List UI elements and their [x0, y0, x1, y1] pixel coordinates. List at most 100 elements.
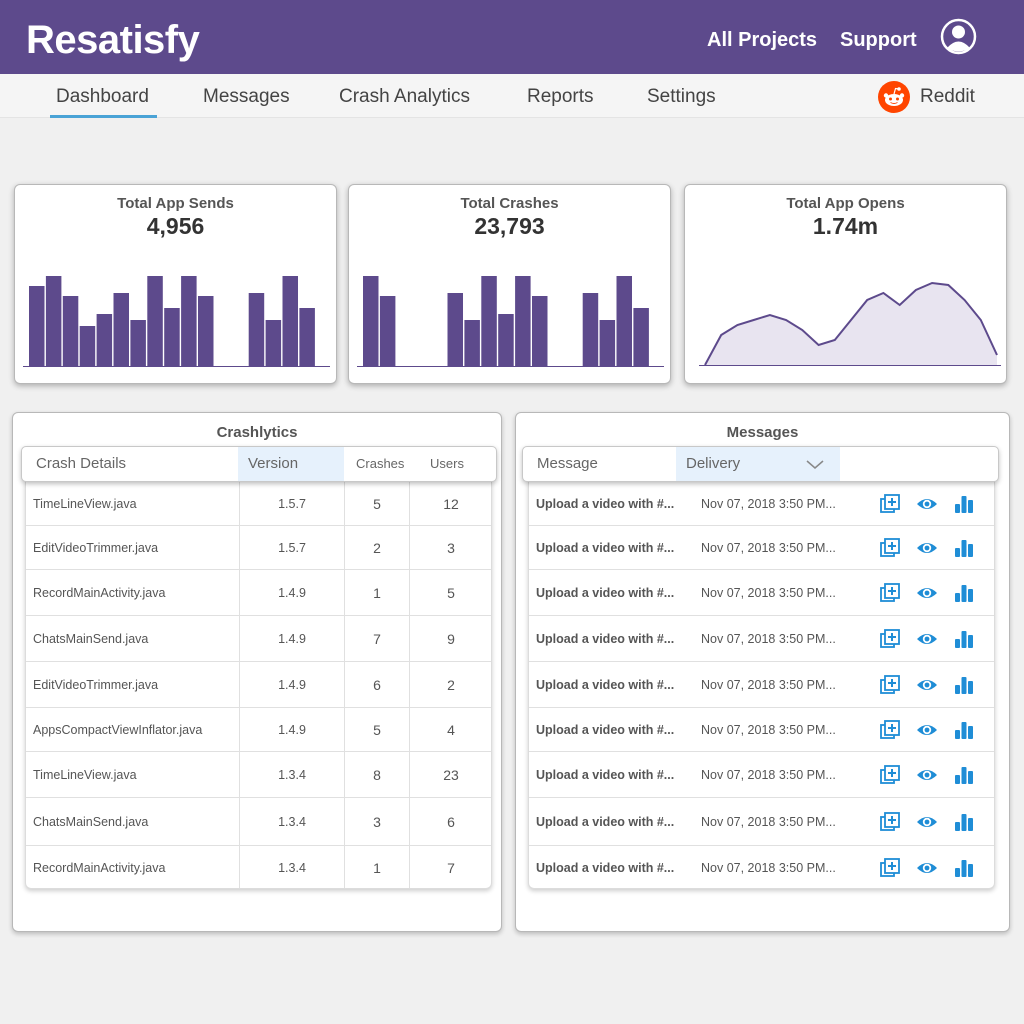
crash-file-name: RecordMainActivity.java — [33, 861, 166, 875]
all-projects-link[interactable]: All Projects — [707, 29, 818, 51]
eye-icon[interactable] — [916, 811, 938, 833]
bar-chart-icon[interactable] — [953, 537, 975, 559]
version-value: 1.4.9 — [278, 722, 306, 737]
table-row[interactable]: ChatsMainSend.java 1.4.9 7 9 — [26, 616, 491, 662]
bar-chart-icon[interactable] — [953, 764, 975, 786]
reddit-icon[interactable] — [878, 81, 910, 113]
table-row[interactable]: EditVideoTrimmer.java 1.5.7 2 3 — [26, 526, 491, 570]
table-row[interactable]: EditVideoTrimmer.java 1.4.9 6 2 — [26, 662, 491, 708]
messages-table-header: Message Delivery — [522, 446, 999, 482]
card-value: 1.74m — [812, 213, 879, 239]
bar — [62, 296, 79, 366]
bar — [282, 276, 298, 366]
eye-icon[interactable] — [916, 628, 938, 650]
delivery-date: Nov 07, 2018 3:50 PM... — [701, 496, 836, 511]
eye-icon[interactable] — [916, 493, 938, 515]
table-row[interactable]: RecordMainActivity.java 1.4.9 1 5 — [26, 570, 491, 616]
table-row[interactable]: Upload a video with #... Nov 07, 2018 3:5… — [529, 752, 994, 798]
bar-chart-icon[interactable] — [953, 857, 975, 879]
users-count: 23 — [443, 766, 459, 783]
table-row[interactable]: Upload a video with #... Nov 07, 2018 3:5… — [529, 798, 994, 846]
message-preview: Upload a video with #... — [536, 767, 675, 782]
version-value: 1.3.4 — [278, 767, 306, 782]
crashes-chart — [357, 276, 664, 367]
crash-file-name: AppsCompactViewInflator.java — [33, 722, 203, 737]
bar — [633, 308, 649, 366]
bar-chart-icon[interactable] — [953, 674, 975, 696]
table-row[interactable]: RecordMainActivity.java 1.3.4 1 7 — [26, 846, 491, 888]
crashes-count: 7 — [373, 630, 381, 647]
reddit-label[interactable]: Reddit — [920, 86, 975, 107]
crashes-count: 5 — [373, 721, 381, 738]
eye-icon[interactable] — [916, 537, 938, 559]
eye-icon[interactable] — [916, 857, 938, 879]
support-link[interactable]: Support — [840, 29, 917, 51]
table-row[interactable]: Upload a video with #... Nov 07, 2018 3:5… — [529, 662, 994, 708]
bar — [79, 326, 96, 366]
table-row[interactable]: TimeLineView.java 1.3.4 8 23 — [26, 752, 491, 798]
add-copy-icon[interactable] — [879, 537, 901, 559]
brand-logo[interactable]: Resatisfy — [26, 18, 200, 62]
column-crash-details[interactable]: Crash Details — [36, 455, 127, 472]
bar — [299, 308, 315, 366]
add-copy-icon[interactable] — [879, 719, 901, 741]
crash-file-name: TimeLineView.java — [33, 496, 137, 511]
card-title: Total Crashes — [460, 195, 559, 212]
bar-chart-icon[interactable] — [953, 582, 975, 604]
crashes-count: 6 — [373, 676, 381, 693]
version-value: 1.4.9 — [278, 585, 306, 600]
crashlytics-table-body: TimeLineView.java 1.5.7 5 12 EditVideoTrimme… — [25, 481, 492, 889]
add-copy-icon[interactable] — [879, 857, 901, 879]
bar — [29, 286, 45, 366]
add-copy-icon[interactable] — [879, 764, 901, 786]
tab-crash-analytics[interactable]: Crash Analytics — [339, 86, 470, 107]
bar-chart-icon[interactable] — [953, 493, 975, 515]
tab-settings[interactable]: Settings — [647, 86, 716, 107]
users-count: 2 — [447, 676, 455, 693]
bar-chart-icon[interactable] — [953, 811, 975, 833]
add-copy-icon[interactable] — [879, 674, 901, 696]
eye-icon[interactable] — [916, 764, 938, 786]
bar — [363, 276, 379, 366]
column-crashes[interactable]: Crashes — [356, 456, 405, 471]
table-row[interactable]: ChatsMainSend.java 1.3.4 3 6 — [26, 798, 491, 846]
tab-dashboard[interactable]: Dashboard — [56, 86, 149, 107]
column-message[interactable]: Message — [537, 455, 598, 472]
table-row[interactable]: Upload a video with #... Nov 07, 2018 3:5… — [529, 482, 994, 526]
table-row[interactable]: Upload a video with #... Nov 07, 2018 3:5… — [529, 616, 994, 662]
chevron-down-icon — [806, 460, 824, 469]
user-avatar-icon[interactable] — [940, 18, 977, 55]
version-value: 1.4.9 — [278, 677, 306, 692]
version-value: 1.3.4 — [278, 861, 306, 875]
version-value: 1.5.7 — [278, 496, 306, 511]
bar — [464, 320, 480, 366]
tab-reports[interactable]: Reports — [527, 86, 594, 107]
column-version[interactable]: Version — [238, 447, 344, 481]
crash-file-name: EditVideoTrimmer.java — [33, 540, 159, 555]
add-copy-icon[interactable] — [879, 582, 901, 604]
eye-icon[interactable] — [916, 582, 938, 604]
column-delivery[interactable]: Delivery — [676, 447, 840, 481]
tab-messages[interactable]: Messages — [203, 86, 290, 107]
bar — [265, 320, 282, 366]
total-app-sends-card: Total App Sends 4,956 — [14, 184, 337, 384]
bar-chart-icon[interactable] — [953, 719, 975, 741]
add-copy-icon[interactable] — [879, 628, 901, 650]
column-users[interactable]: Users — [430, 456, 464, 471]
table-row[interactable]: AppsCompactViewInflator.java 1.4.9 5 4 — [26, 708, 491, 752]
add-copy-icon[interactable] — [879, 493, 901, 515]
bar — [498, 314, 514, 366]
table-row[interactable]: TimeLineView.java 1.5.7 5 12 — [26, 482, 491, 526]
table-row[interactable]: Upload a video with #... Nov 07, 2018 3:5… — [529, 846, 994, 888]
table-row[interactable]: Upload a video with #... Nov 07, 2018 3:5… — [529, 526, 994, 570]
table-row[interactable]: Upload a video with #... Nov 07, 2018 3:5… — [529, 708, 994, 752]
eye-icon[interactable] — [916, 674, 938, 696]
table-row[interactable]: Upload a video with #... Nov 07, 2018 3:5… — [529, 570, 994, 616]
card-title: Total App Sends — [117, 195, 234, 212]
bar-chart-icon[interactable] — [953, 628, 975, 650]
bar — [515, 276, 531, 366]
bar — [599, 320, 616, 366]
add-copy-icon[interactable] — [879, 811, 901, 833]
message-preview: Upload a video with #... — [536, 631, 675, 646]
eye-icon[interactable] — [916, 719, 938, 741]
